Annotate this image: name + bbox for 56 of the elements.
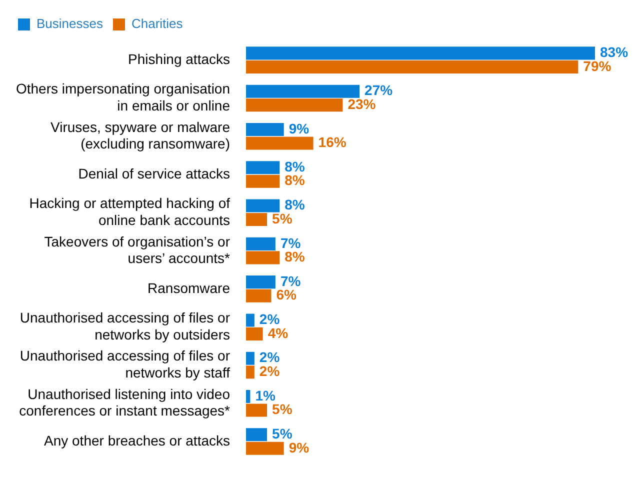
y-tick-label: Unauthorised listening into video conferences or instant messages* bbox=[19, 386, 231, 419]
data-label: 4% bbox=[268, 324, 289, 341]
bar bbox=[246, 314, 254, 327]
data-label: 6% bbox=[276, 286, 298, 303]
bar bbox=[246, 174, 280, 188]
data-label: 5% bbox=[272, 210, 293, 226]
bar bbox=[246, 60, 578, 74]
bar bbox=[246, 199, 280, 212]
bar bbox=[246, 428, 268, 442]
data-label: 9% bbox=[288, 120, 310, 136]
data-label: 27% bbox=[364, 82, 394, 98]
bar bbox=[246, 352, 254, 365]
y-tick-label: Phishing attacks bbox=[128, 50, 230, 67]
data-label: 2% bbox=[259, 349, 280, 366]
bar bbox=[246, 136, 314, 150]
bar bbox=[246, 289, 272, 302]
y-tick-label: Unauthorised accessing of files or networks by outsiders bbox=[20, 310, 230, 342]
y-tick-label: Unauthorised accessing of files or networks by staff bbox=[20, 348, 230, 380]
data-label: 8% bbox=[284, 158, 306, 174]
legend-label: Businesses bbox=[36, 16, 104, 32]
data-label: 23% bbox=[348, 96, 376, 112]
bar bbox=[246, 237, 276, 250]
data-label: 2% bbox=[259, 362, 280, 379]
data-label: 16% bbox=[318, 134, 347, 150]
bar bbox=[246, 366, 254, 379]
data-label: 5% bbox=[272, 401, 293, 418]
bar bbox=[246, 98, 343, 112]
data-label: 7% bbox=[280, 234, 302, 251]
data-label: 5% bbox=[272, 426, 293, 442]
legend-label: Charities bbox=[131, 16, 184, 32]
bar bbox=[246, 213, 268, 226]
bar bbox=[246, 404, 268, 417]
y-tick-label: Viruses, spyware or malware (excluding ransomware) bbox=[50, 118, 230, 152]
bar bbox=[246, 84, 360, 98]
y-tick-label: Denial of service attacks bbox=[78, 165, 230, 182]
data-label: 7% bbox=[280, 272, 302, 289]
data-label: 9% bbox=[288, 439, 310, 456]
y-tick-label: Takeovers of organisation’s or users’ accounts* bbox=[44, 233, 231, 266]
data-label: 8% bbox=[284, 248, 306, 265]
data-label: 83% bbox=[600, 44, 629, 60]
y-tick-label: Others impersonating organisation in emails or online bbox=[16, 80, 230, 114]
y-tick-label: Hacking or attempted hacking of online bank accounts bbox=[29, 195, 230, 228]
bar bbox=[246, 161, 280, 174]
data-label: 2% bbox=[259, 311, 280, 328]
bar bbox=[246, 276, 276, 289]
bar bbox=[246, 442, 284, 455]
bar bbox=[246, 251, 280, 264]
bar bbox=[246, 327, 263, 340]
data-label: 79% bbox=[583, 58, 612, 74]
y-tick-label: Ransomware bbox=[148, 280, 230, 296]
data-label: 8% bbox=[284, 196, 306, 213]
data-label: 1% bbox=[255, 387, 276, 404]
data-label: 8% bbox=[284, 172, 306, 188]
bar bbox=[246, 122, 284, 136]
y-tick-label: Any other breaches or attacks bbox=[44, 432, 230, 448]
bar bbox=[246, 46, 595, 60]
